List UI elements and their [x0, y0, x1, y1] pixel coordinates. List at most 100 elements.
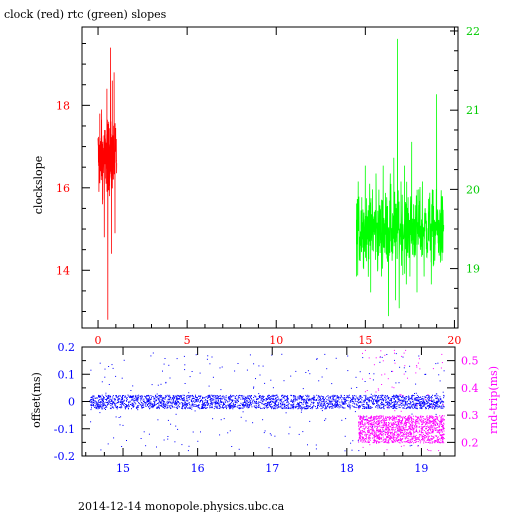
- rnd-trip-point: [426, 416, 428, 418]
- rnd-trip-point: [414, 439, 416, 441]
- rnd-trip-point: [397, 433, 399, 435]
- rnd-trip-point: [443, 420, 445, 422]
- rnd-trip-point: [433, 418, 435, 420]
- offset-point: [162, 398, 164, 399]
- rnd-trip-point: [370, 433, 372, 435]
- offset-outlier-point: [220, 419, 222, 421]
- offset-point: [271, 400, 272, 402]
- offset-point: [407, 406, 409, 408]
- offset-point: [381, 399, 382, 401]
- offset-point: [91, 402, 93, 404]
- rnd-trip-point: [414, 431, 416, 433]
- rnd-trip-point: [398, 421, 400, 423]
- offset-point: [102, 406, 104, 408]
- rnd-trip-point: [402, 419, 403, 421]
- offset-point: [112, 396, 114, 398]
- offset-point: [242, 402, 244, 404]
- rnd-trip-point: [411, 428, 413, 430]
- rnd-trip-point: [436, 419, 438, 421]
- offset-point: [211, 407, 213, 409]
- rnd-trip-point: [414, 437, 416, 439]
- rnd-trip-point: [440, 442, 442, 444]
- offset-point: [229, 398, 231, 400]
- offset-point: [123, 395, 125, 396]
- offset-point: [434, 404, 436, 406]
- rnd-trip-point: [418, 434, 420, 436]
- offset-point: [181, 399, 183, 401]
- offset-point: [176, 405, 178, 407]
- offset-point: [216, 402, 218, 404]
- offset-point: [137, 399, 139, 400]
- offset-point: [322, 403, 324, 405]
- rnd-trip-point: [412, 439, 414, 441]
- offset-point: [191, 403, 193, 405]
- offset-point: [301, 403, 303, 405]
- offset-point: [214, 404, 216, 406]
- offset-point: [221, 401, 223, 403]
- rnd-trip-point: [405, 418, 407, 420]
- offset-point: [189, 395, 191, 396]
- offset-outlier-point: [438, 374, 440, 376]
- rnd-trip-point: [375, 435, 377, 437]
- rnd-trip-point: [398, 416, 399, 418]
- offset-point: [292, 400, 294, 402]
- offset-point: [423, 402, 425, 404]
- rnd-trip-point: [359, 416, 361, 418]
- rnd-trip-point: [430, 415, 432, 417]
- offset-point: [208, 394, 210, 396]
- offset-point: [397, 398, 399, 400]
- offset-point: [287, 398, 289, 400]
- offset-point: [347, 396, 349, 398]
- rnd-trip-point: [429, 418, 431, 419]
- offset-point: [307, 399, 309, 401]
- offset-outlier-point: [321, 410, 323, 412]
- offset-point: [201, 407, 203, 409]
- offset-point: [286, 402, 288, 404]
- offset-point: [131, 408, 132, 410]
- rnd-trip-point: [425, 432, 427, 434]
- offset-point: [303, 401, 305, 403]
- rnd-trip-outlier-point: [358, 408, 360, 410]
- offset-point: [443, 397, 445, 399]
- offset-outlier-point: [324, 419, 326, 421]
- rnd-trip-point: [418, 430, 420, 432]
- rnd-trip-point: [409, 421, 411, 423]
- rnd-trip-point: [412, 415, 414, 417]
- rnd-trip-point: [369, 437, 371, 439]
- rnd-trip-outlier-point: [402, 395, 404, 397]
- offset-point: [240, 402, 242, 404]
- rnd-trip-point: [413, 425, 415, 427]
- offset-point: [399, 407, 401, 409]
- rnd-trip-point: [383, 425, 385, 427]
- offset-point: [331, 399, 333, 401]
- rnd-trip-point: [415, 434, 417, 436]
- offset-point: [101, 408, 103, 410]
- rnd-trip-point: [437, 438, 439, 440]
- offset-point: [428, 408, 430, 410]
- offset-point: [219, 407, 221, 409]
- offset-point: [275, 403, 276, 405]
- offset-point: [383, 408, 385, 410]
- offset-point: [276, 394, 278, 396]
- offset-point: [172, 406, 173, 407]
- rnd-trip-point: [415, 438, 417, 440]
- rnd-trip-point: [432, 431, 433, 433]
- offset-point: [174, 403, 176, 405]
- rnd-trip-point: [391, 423, 393, 425]
- offset-point: [381, 402, 383, 404]
- rnd-trip-point: [405, 426, 407, 428]
- offset-point: [240, 398, 242, 400]
- offset-point: [211, 394, 213, 396]
- offset-outlier-point: [395, 353, 397, 355]
- offset-point: [139, 397, 141, 399]
- rnd-trip-point: [431, 424, 432, 426]
- rnd-trip-point: [410, 425, 412, 427]
- rnd-trip-point: [379, 439, 380, 440]
- rnd-trip-point: [374, 425, 376, 427]
- offset-point: [351, 405, 353, 407]
- offset-point: [317, 399, 319, 401]
- offset-point: [150, 399, 152, 400]
- offset-point: [411, 396, 413, 398]
- offset-point: [292, 408, 294, 410]
- rnd-trip-point: [417, 441, 419, 443]
